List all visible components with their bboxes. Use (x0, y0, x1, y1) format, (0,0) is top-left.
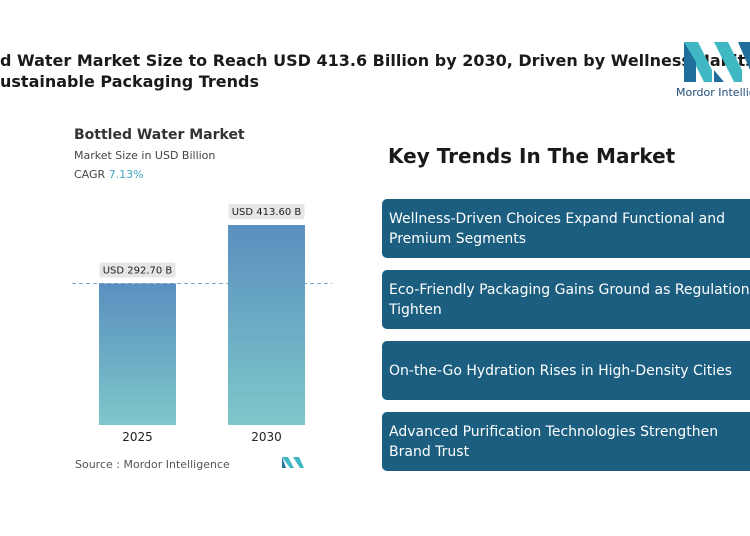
source-logo (282, 457, 304, 468)
trend-item: Eco-Friendly Packaging Gains Ground as R… (382, 270, 750, 329)
logo-shape (282, 457, 286, 468)
trend-text: Advanced Purification Technologies Stren… (389, 423, 719, 460)
logo-shape (282, 457, 294, 468)
title-line: ustainable Packaging Trends (0, 72, 260, 91)
bar (99, 283, 176, 425)
trend-item: Advanced Purification Technologies Stren… (382, 412, 750, 471)
plot: USD 292.70 B 2025 USD 413.60 B 2030 (72, 204, 332, 444)
source: Source : Mordor Intelligence (75, 458, 230, 471)
bar (228, 225, 305, 425)
page-title: d Water Market Size to Reach USD 413.6 B… (0, 50, 750, 92)
trends-heading: Key Trends In The Market (388, 144, 676, 168)
cagr-value: 7.13% (109, 168, 144, 181)
trend-text: Wellness-Driven Choices Expand Functiona… (389, 210, 725, 247)
logo-shape (714, 70, 724, 82)
logo-shape (684, 42, 712, 82)
logo-mark (684, 42, 750, 82)
cagr: CAGR 7.13% (74, 168, 144, 181)
x-tick-label: 2030 (251, 430, 282, 444)
logo-shape (684, 42, 696, 82)
cagr-label: CAGR (74, 168, 106, 181)
trend-item: On-the-Go Hydration Rises in High-Densit… (382, 341, 750, 400)
logo-shape (293, 457, 304, 468)
trend-item: Wellness-Driven Choices Expand Functiona… (382, 199, 750, 258)
logo-shape (738, 42, 750, 70)
trend-text: Eco-Friendly Packaging Gains Ground as R… (389, 281, 750, 318)
title-line: d Water Market Size to Reach USD 413.6 B… (0, 51, 750, 70)
x-tick-label: 2025 (122, 430, 153, 444)
logo-shape (714, 42, 742, 82)
value-label-box (99, 262, 176, 278)
chart-title: Bottled Water Market (74, 127, 245, 143)
chart: Bottled Water Market Market Size in USD … (72, 127, 332, 471)
trend-text: On-the-Go Hydration Rises in High-Densit… (389, 362, 732, 379)
logo: Mordor Intelligence (676, 40, 750, 102)
value-label-box (228, 204, 305, 219)
value-label: USD 413.60 B (232, 207, 302, 218)
chart-subtitle: Market Size in USD Billion (74, 149, 215, 162)
value-label: USD 292.70 B (103, 265, 173, 276)
logo-text: Mordor Intelligence (676, 86, 750, 99)
